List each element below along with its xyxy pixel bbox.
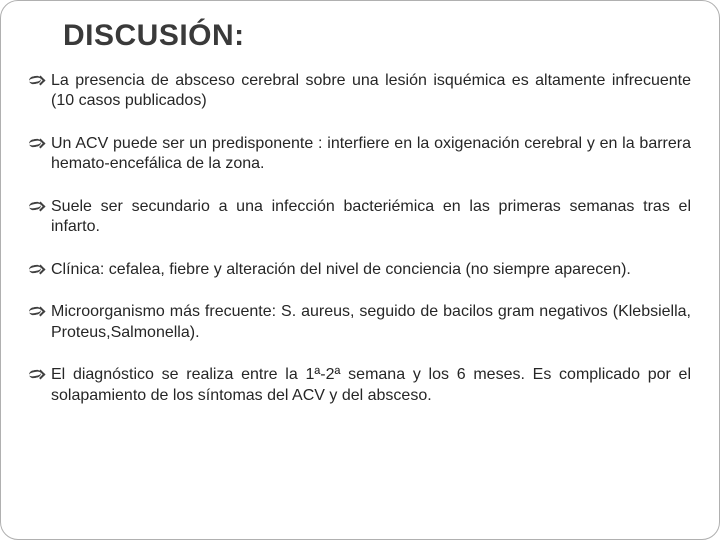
list-item: Microorganismo más frecuente: S. aureus,… (29, 302, 691, 343)
bullet-list: La presencia de absceso cerebral sobre u… (29, 71, 691, 406)
slide-frame: DISCUSIÓN: La presencia de absceso cereb… (0, 0, 720, 540)
list-item: La presencia de absceso cerebral sobre u… (29, 71, 691, 112)
list-item: Un ACV puede ser un predisponente : inte… (29, 134, 691, 175)
list-item: Clínica: cefalea, fiebre y alteración de… (29, 260, 691, 280)
slide-title: DISCUSIÓN: (63, 19, 691, 53)
list-item: El diagnóstico se realiza entre la 1ª-2ª… (29, 365, 691, 406)
list-item: Suele ser secundario a una infección bac… (29, 197, 691, 238)
